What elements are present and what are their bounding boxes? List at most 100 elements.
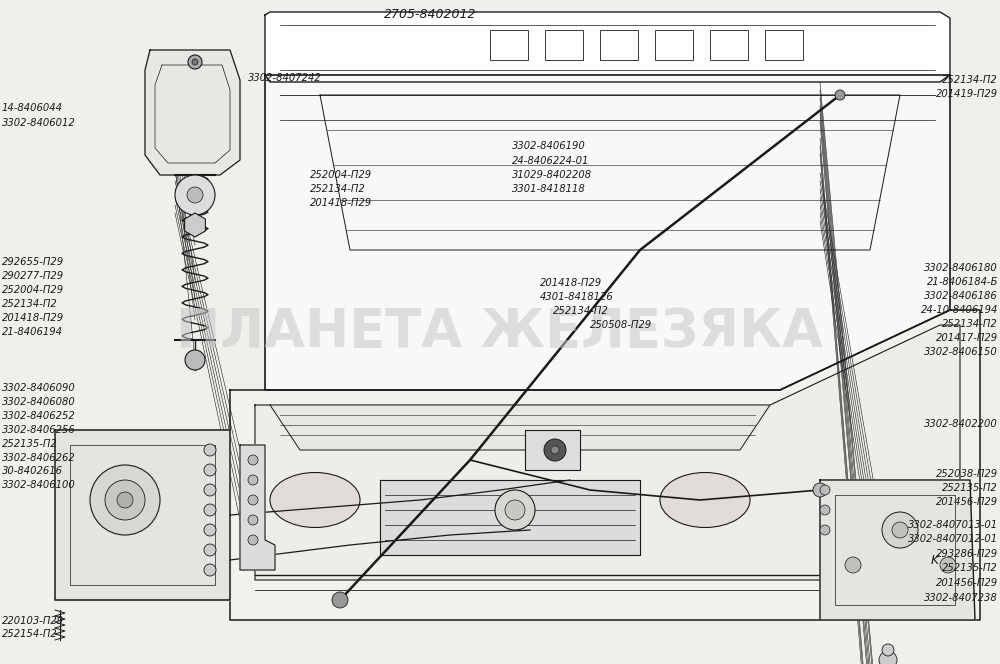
Text: 201419-П29: 201419-П29: [936, 89, 998, 100]
Circle shape: [204, 524, 216, 536]
Text: 252154-П2: 252154-П2: [2, 629, 58, 639]
Text: 220103-П29: 220103-П29: [2, 616, 64, 626]
Circle shape: [813, 483, 827, 497]
Text: 3302-8406080: 3302-8406080: [2, 396, 76, 407]
Text: 3302-8407242: 3302-8407242: [248, 73, 322, 84]
Text: 24-10-8406194: 24-10-8406194: [921, 305, 998, 315]
Circle shape: [940, 557, 956, 573]
Bar: [600, 30, 638, 60]
Text: 4301-8418126: 4301-8418126: [540, 291, 614, 302]
Circle shape: [204, 504, 216, 516]
Circle shape: [820, 525, 830, 535]
Circle shape: [882, 512, 918, 548]
Circle shape: [204, 464, 216, 476]
Text: 21-8406194: 21-8406194: [2, 327, 63, 337]
Text: 3302-8407012-01: 3302-8407012-01: [908, 534, 998, 544]
Circle shape: [820, 485, 830, 495]
Bar: [490, 30, 528, 60]
Polygon shape: [230, 310, 980, 620]
Circle shape: [845, 557, 861, 573]
Circle shape: [117, 492, 133, 508]
Text: 30-8402616: 30-8402616: [2, 466, 63, 477]
Text: 3302-8406012: 3302-8406012: [2, 118, 76, 128]
Bar: [545, 30, 583, 60]
Circle shape: [204, 564, 216, 576]
Text: 3302-8406252: 3302-8406252: [2, 410, 76, 421]
Text: 252134-П2: 252134-П2: [942, 319, 998, 329]
Circle shape: [820, 505, 830, 515]
Polygon shape: [55, 430, 230, 600]
Text: K: K: [931, 554, 939, 566]
Circle shape: [248, 495, 258, 505]
Ellipse shape: [495, 490, 535, 530]
Text: 252004-П29: 252004-П29: [310, 169, 372, 180]
Ellipse shape: [660, 473, 750, 527]
Circle shape: [105, 480, 145, 520]
Text: 252134-П2: 252134-П2: [942, 74, 998, 85]
Polygon shape: [820, 480, 975, 620]
Polygon shape: [265, 12, 950, 82]
Circle shape: [882, 644, 894, 656]
Circle shape: [248, 535, 258, 545]
Text: 14-8406044: 14-8406044: [2, 103, 63, 114]
Circle shape: [248, 515, 258, 525]
Text: 252134-П2: 252134-П2: [553, 305, 609, 316]
Text: 252135-П2: 252135-П2: [2, 438, 58, 449]
Polygon shape: [380, 480, 640, 555]
Bar: [655, 30, 693, 60]
Text: 201456-П29: 201456-П29: [936, 497, 998, 507]
Circle shape: [248, 455, 258, 465]
Text: 3302-8407238: 3302-8407238: [924, 592, 998, 603]
Polygon shape: [240, 445, 275, 570]
Circle shape: [544, 439, 566, 461]
Circle shape: [185, 350, 205, 370]
Circle shape: [204, 444, 216, 456]
Polygon shape: [265, 75, 950, 390]
Text: 24-8406224-01: 24-8406224-01: [512, 155, 589, 166]
Text: 3302-8406090: 3302-8406090: [2, 382, 76, 393]
Text: 3302-8406256: 3302-8406256: [2, 424, 76, 435]
Circle shape: [188, 55, 202, 69]
Circle shape: [551, 446, 559, 454]
Text: 201418-П29: 201418-П29: [540, 278, 602, 288]
Circle shape: [892, 522, 908, 538]
Ellipse shape: [270, 473, 360, 527]
Text: 3302-8406180: 3302-8406180: [924, 263, 998, 274]
Text: 3301-8418118: 3301-8418118: [512, 183, 586, 194]
Bar: [765, 30, 803, 60]
Text: 201418-П29: 201418-П29: [310, 197, 372, 208]
Circle shape: [332, 592, 348, 608]
Circle shape: [187, 187, 203, 203]
Circle shape: [175, 175, 215, 215]
Text: 3302-8402200: 3302-8402200: [924, 418, 998, 429]
Bar: [835, 495, 955, 605]
Circle shape: [835, 90, 845, 100]
Circle shape: [204, 484, 216, 496]
Bar: [525, 430, 580, 470]
Text: 201417-П29: 201417-П29: [936, 333, 998, 343]
Circle shape: [90, 465, 160, 535]
Polygon shape: [145, 50, 240, 175]
Text: 293286-П29: 293286-П29: [936, 548, 998, 559]
Text: 201418-П29: 201418-П29: [2, 313, 64, 323]
Circle shape: [204, 544, 216, 556]
Text: ПЛАНЕТА ЖЕЛЕЗЯКА: ПЛАНЕТА ЖЕЛЕЗЯКА: [176, 306, 824, 358]
Text: 252135-П2: 252135-П2: [942, 483, 998, 493]
Text: 3302-8406262: 3302-8406262: [2, 453, 76, 463]
Text: 252004-П29: 252004-П29: [2, 285, 64, 295]
Text: 250508-П29: 250508-П29: [590, 320, 652, 331]
Text: 252038-П29: 252038-П29: [936, 469, 998, 479]
Text: 252134-П2: 252134-П2: [2, 299, 58, 309]
Bar: [70, 445, 215, 585]
Circle shape: [192, 59, 198, 65]
Text: 21-8406184-Б: 21-8406184-Б: [926, 277, 998, 288]
Polygon shape: [255, 325, 960, 580]
Text: 2705-8402012: 2705-8402012: [384, 8, 476, 21]
Text: 3302-8406150: 3302-8406150: [924, 347, 998, 357]
Text: 3302-8406100: 3302-8406100: [2, 479, 76, 490]
Circle shape: [881, 663, 895, 664]
Text: 31029-8402208: 31029-8402208: [512, 169, 592, 180]
Text: 292655-П29: 292655-П29: [2, 257, 64, 268]
Text: 252135-П2: 252135-П2: [942, 563, 998, 574]
Ellipse shape: [505, 500, 525, 520]
